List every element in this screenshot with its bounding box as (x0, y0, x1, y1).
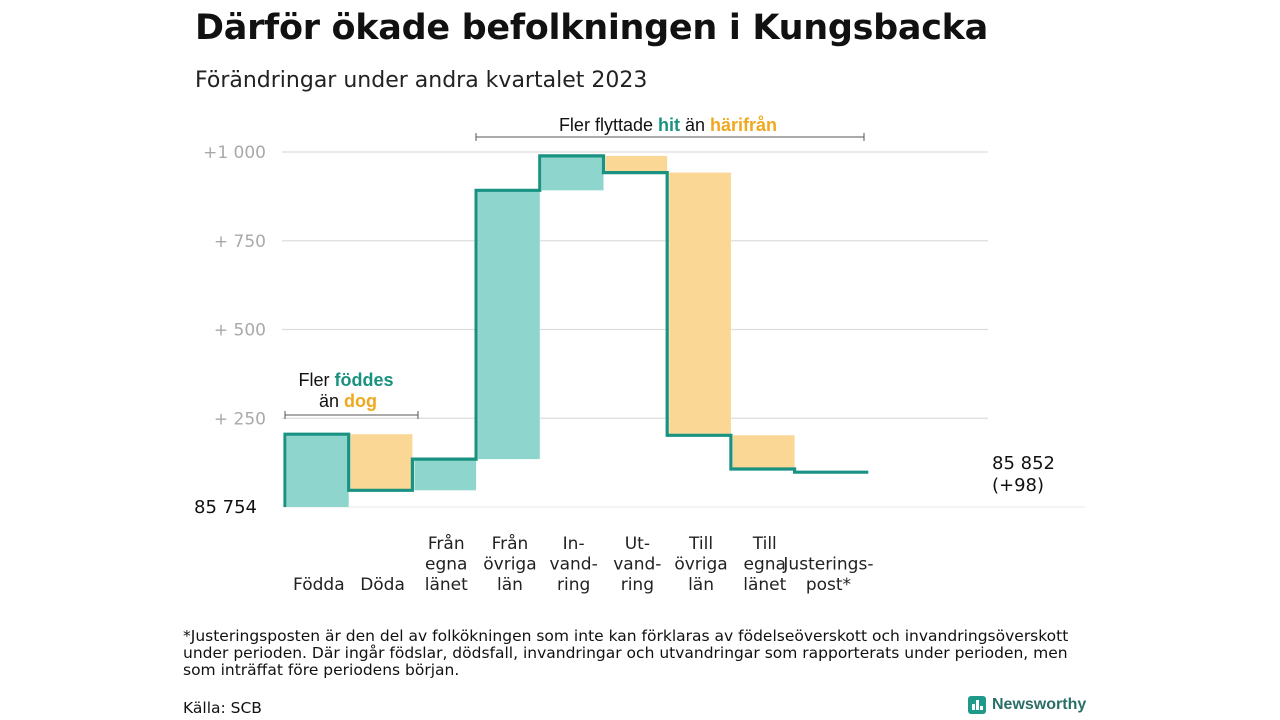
footnote: *Justeringsposten är den del av folkökni… (183, 627, 1069, 679)
waterfall-bar (605, 155, 668, 173)
y-tick-label: + 500 (214, 321, 266, 341)
category-label: länet (743, 575, 786, 595)
y-tick-label: +1 000 (203, 143, 266, 163)
chart-subtitle: Förändringar under andra kvartalet 2023 (195, 68, 648, 93)
category-label: egna (425, 555, 467, 575)
annotation-births-line2: än dog (319, 391, 377, 411)
y-tick-label: + 750 (214, 232, 266, 252)
brand-name: Newsworthy (992, 696, 1087, 713)
category-label: Till (688, 534, 713, 554)
source-text: Källa: SCB (183, 699, 262, 717)
category-label: övriga (674, 555, 727, 575)
waterfall-bar (287, 434, 349, 507)
category-label: övriga (483, 555, 536, 575)
category-label: egna (744, 555, 786, 575)
chart-title: Därför ökade befolkningen i Kungsbacka (195, 8, 988, 48)
brand-logo: Newsworthy (968, 696, 1086, 714)
cumulative-line (283, 154, 869, 507)
category-label: post* (806, 575, 851, 595)
category-label: ring (557, 575, 590, 595)
y-tick-label: + 250 (214, 409, 266, 429)
category-label: Födda (293, 575, 345, 595)
category-label: In- (563, 534, 585, 554)
category-label: ring (621, 575, 654, 595)
annotation-births-line1: Fler föddes (298, 370, 393, 390)
waterfall-bar (669, 172, 731, 436)
category-label: Från (428, 533, 465, 554)
category-label: Döda (360, 575, 405, 595)
category-label: län (688, 575, 714, 595)
category-label: Till (752, 534, 777, 554)
category-label: vand- (550, 555, 598, 575)
annotation-migration: Fler flyttade hit än härifrån (559, 115, 777, 135)
category-label: län (497, 575, 523, 595)
category-label: Justerings- (782, 555, 873, 575)
category-label: länet (425, 575, 468, 595)
waterfall-bar (478, 190, 540, 460)
waterfall-bar (732, 435, 795, 470)
category-label: Ut- (625, 534, 650, 554)
waterfall-bar (541, 155, 604, 191)
end-change-label: (+98) (992, 475, 1044, 496)
brand-chart-icon (968, 696, 986, 714)
waterfall-bar (350, 434, 413, 491)
end-value-label: 85 852 (992, 453, 1055, 474)
category-label: vand- (613, 555, 661, 575)
start-value-label: 85 754 (194, 497, 257, 518)
waterfall-bar (414, 459, 477, 491)
category-label: Från (492, 533, 529, 554)
